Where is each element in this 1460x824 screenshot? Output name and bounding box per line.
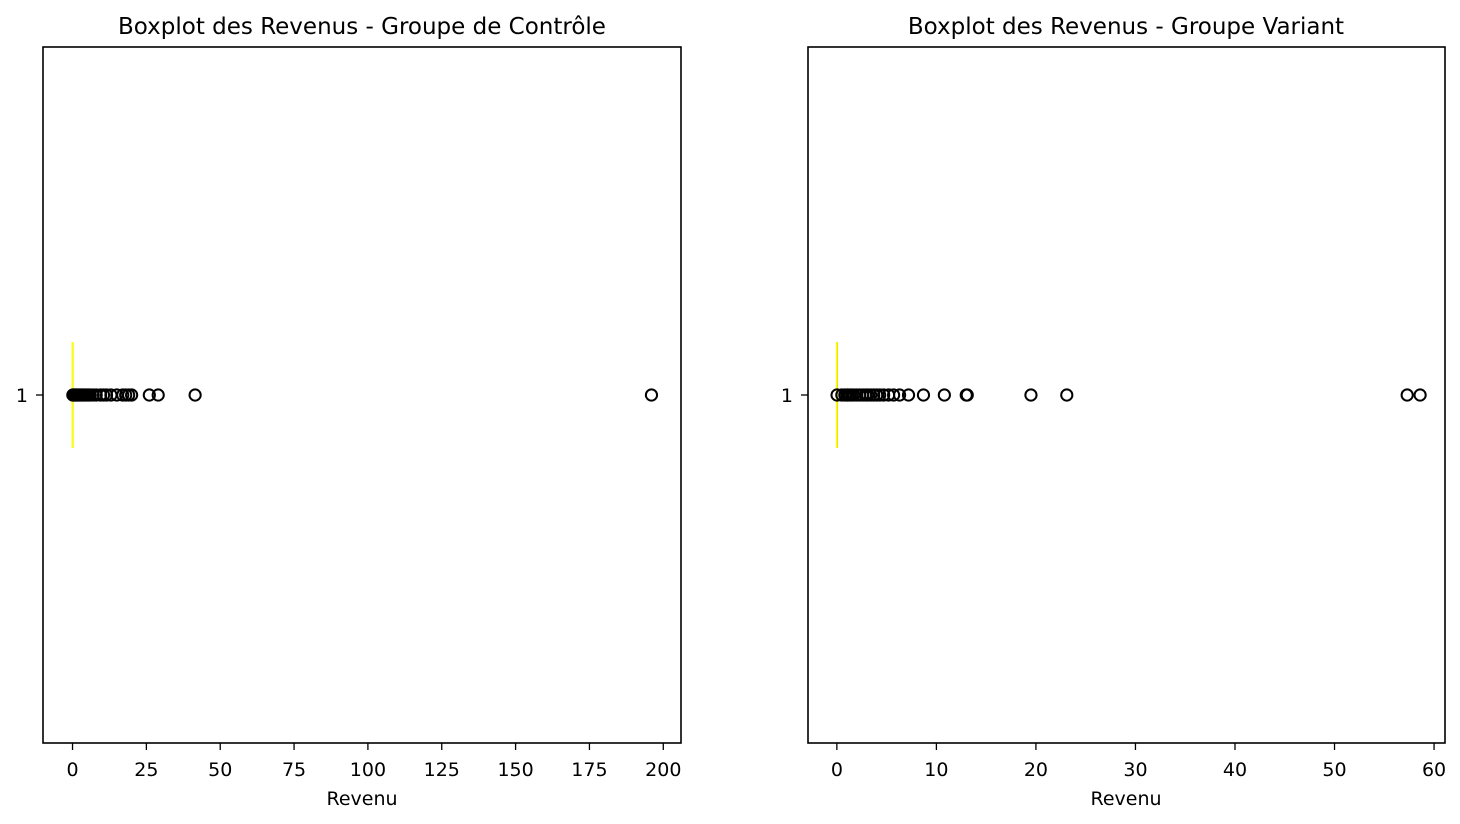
plot-area: 0 25 50 75 100 125 150 175 200 1 [16,46,682,781]
x-tick-label: 0 [831,759,843,781]
outlier-point [960,388,974,402]
x-tick-label: 40 [1223,759,1247,781]
x-tick-label: 175 [571,759,607,781]
x-tick-label: 50 [208,759,232,781]
outlier-point [1024,388,1038,402]
x-tick-label: 25 [134,759,158,781]
outlier-point [151,388,165,402]
outlier-point [125,388,139,402]
x-tick-label: 30 [1123,759,1147,781]
outlier-point [901,388,916,402]
x-tick-label: 0 [66,759,78,781]
outlier-point [937,388,951,402]
x-tick-label: 60 [1422,759,1446,781]
outlier-point [142,388,156,402]
outlier-point [873,388,887,402]
x-tick-label: 20 [1024,759,1048,781]
plot-area: 0 10 20 30 40 50 60 1 [781,46,1446,781]
x-tick-label: 10 [924,759,948,781]
outlier-point [1060,388,1074,402]
x-tick-label: 200 [645,759,681,781]
outlier-point [916,388,931,402]
x-tick-label: 75 [282,759,306,781]
control-group-panel: Boxplot des Revenus - Groupe de Contrôle… [16,14,682,810]
outlier-point [188,388,202,402]
outlier-point [1413,388,1427,402]
chart-title: Boxplot des Revenus - Groupe de Contrôle [118,14,606,40]
variant-group-panel: Boxplot des Revenus - Groupe Variant 0 10… [781,14,1446,810]
x-tick-label: 125 [424,759,460,781]
x-tick-label: 150 [497,759,533,781]
outlier-point [644,388,659,402]
outlier-point [1400,388,1414,402]
x-axis-label: Revenu [1090,788,1161,810]
x-tick-label: 50 [1322,759,1346,781]
outlier-point [892,388,907,402]
y-tick-label: 1 [781,385,793,407]
outlier-point [886,388,901,402]
chart-title: Boxplot des Revenus - Groupe Variant [908,14,1344,40]
x-axis-label: Revenu [326,788,397,810]
outlier-point [877,388,891,402]
y-tick-label: 1 [16,385,28,407]
x-tick-label: 100 [350,759,386,781]
axes-frame [42,46,682,744]
